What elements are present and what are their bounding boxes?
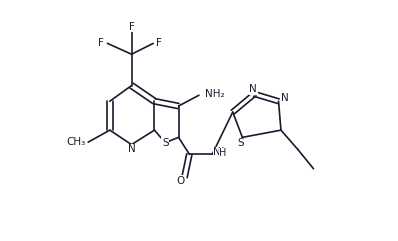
Text: H: H [219,148,227,158]
Text: NH₂: NH₂ [205,89,224,99]
Text: S: S [162,138,169,148]
Text: F: F [98,38,104,48]
Text: N: N [281,93,289,103]
Text: S: S [238,138,244,148]
Text: F: F [156,38,162,48]
Text: N: N [128,144,135,154]
Text: N: N [213,147,221,157]
Text: F: F [129,21,135,32]
Text: N: N [250,84,257,94]
Text: CH₃: CH₃ [66,137,85,147]
Text: H: H [217,147,224,157]
Text: O: O [177,176,185,186]
